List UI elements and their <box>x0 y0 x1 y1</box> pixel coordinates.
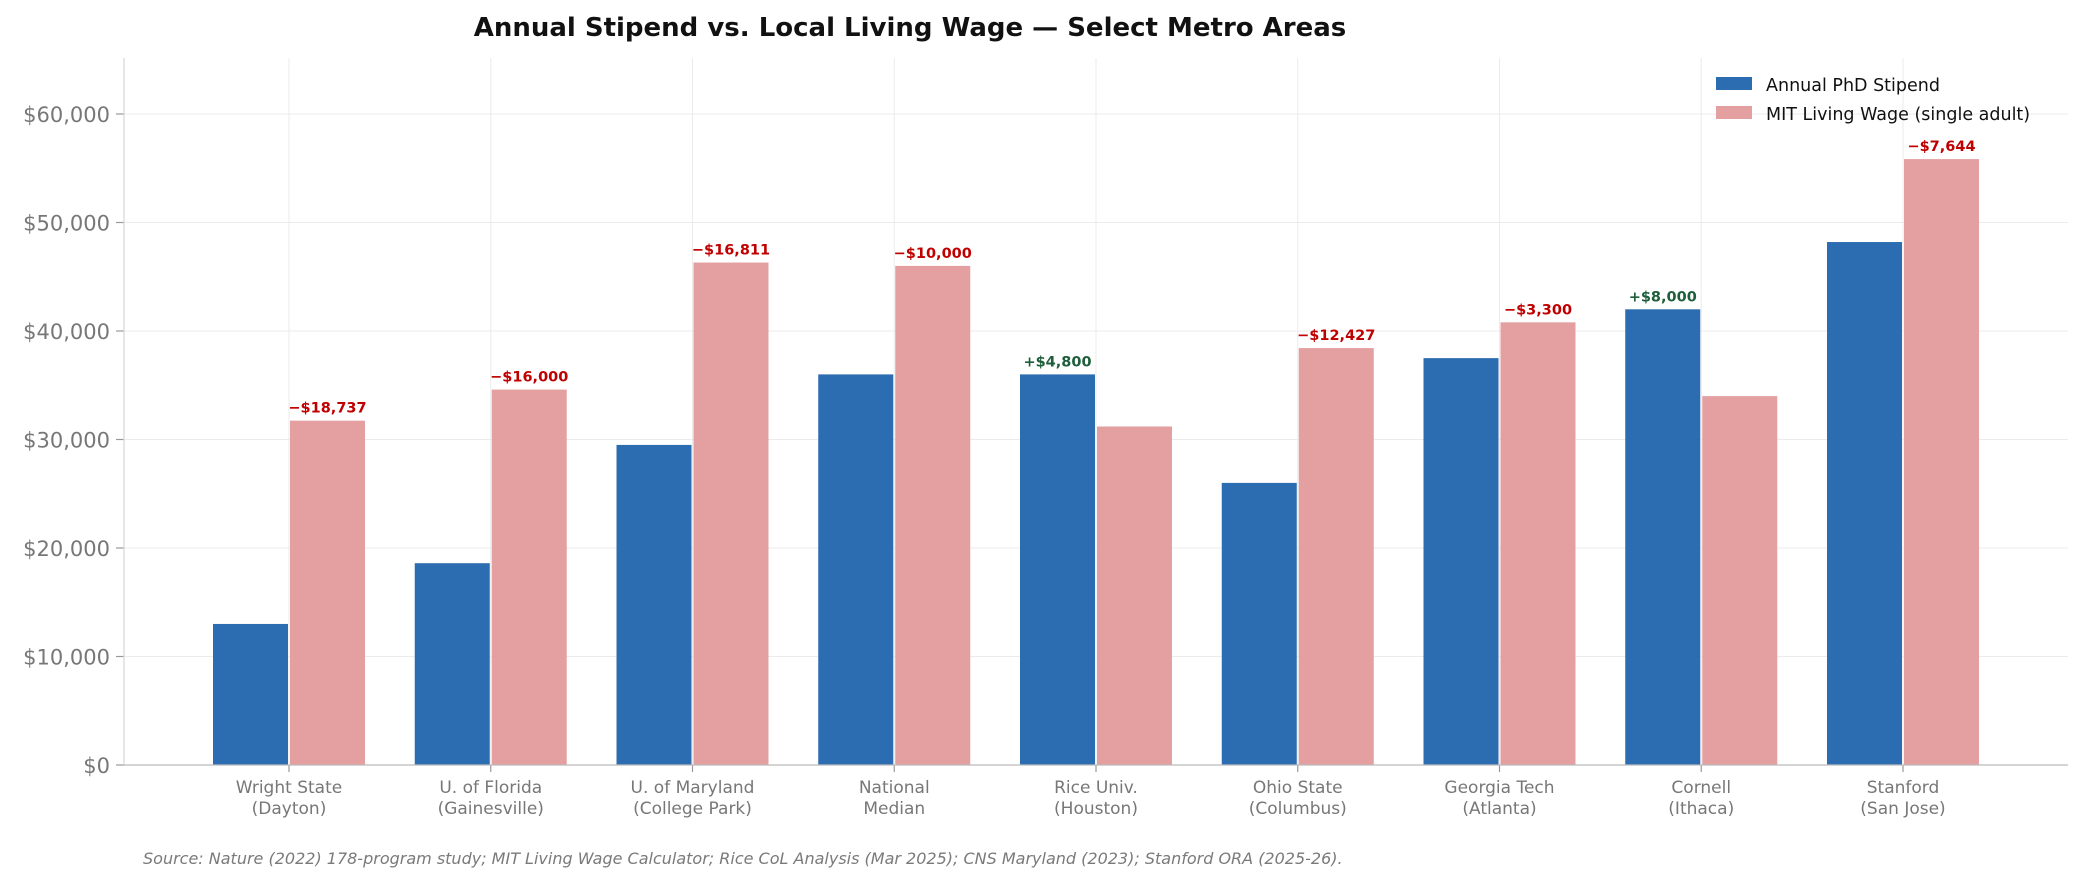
bar-living-wage <box>1097 426 1172 765</box>
gap-label: −$12,427 <box>1297 328 1375 344</box>
legend-label-living-wage: MIT Living Wage (single adult) <box>1766 105 2030 125</box>
x-axis: Wright State (Dayton) U. of Florida (Gaines… <box>123 58 2068 819</box>
gap-label: +$8,000 <box>1629 289 1697 305</box>
bar-living-wage <box>895 265 971 765</box>
bar-stipend <box>1020 374 1095 765</box>
x-tick-label: Wright State (Dayton) <box>236 778 342 819</box>
bar-stipend <box>414 563 490 765</box>
chart-title: Annual Stipend vs. Local Living Wage — S… <box>474 13 1347 43</box>
y-tick-label: $60,000 <box>23 103 110 127</box>
gap-label: −$10,000 <box>894 246 972 262</box>
bar-living-wage <box>1702 396 1778 765</box>
gap-label: −$18,737 <box>288 401 366 417</box>
gridlines <box>124 58 2068 765</box>
source-note: Source: Nature (2022) 178-program study;… <box>143 849 1343 868</box>
x-tick-label: Cornell (Ithaca) <box>1668 778 1734 819</box>
gap-label: +$4,800 <box>1023 354 1091 370</box>
y-tick-label: $50,000 <box>23 212 110 236</box>
gap-label: −$16,811 <box>692 243 770 259</box>
bar-living-wage <box>290 420 365 765</box>
legend-swatch-living-wage <box>1716 106 1752 119</box>
bar-living-wage <box>1500 322 1576 765</box>
bar-living-wage <box>693 262 769 765</box>
bar-stipend <box>1423 358 1499 765</box>
bar-stipend <box>616 444 692 765</box>
bar-stipend <box>213 623 288 765</box>
y-tick-label: $10,000 <box>23 646 110 670</box>
bar-stipend <box>1827 242 1902 765</box>
bar-stipend <box>1625 309 1701 765</box>
x-tick-label: Rice Univ. (Houston) <box>1054 778 1138 819</box>
y-tick-label: $30,000 <box>23 429 110 453</box>
bars <box>213 159 1979 766</box>
y-tick-label: $40,000 <box>23 320 110 344</box>
x-tick-label: Ohio State (Columbus) <box>1249 778 1347 819</box>
y-tick-label: $0 <box>83 754 110 778</box>
x-tick-label: National Median <box>859 778 930 819</box>
legend-swatch-stipend <box>1716 77 1752 90</box>
x-tick-label: U. of Florida (Gainesville) <box>438 778 544 819</box>
bar-stipend <box>1221 482 1297 765</box>
gap-labels: −$18,737 −$16,000 −$16,811 −$10,000 +$4,800 −… <box>288 139 1975 417</box>
bar-living-wage <box>1904 159 1979 766</box>
x-tick-label: Stanford (San Jose) <box>1860 778 1945 819</box>
y-tick-label: $20,000 <box>23 537 110 561</box>
bar-living-wage <box>1298 348 1374 765</box>
legend-label-stipend: Annual PhD Stipend <box>1766 76 1940 96</box>
bar-living-wage <box>491 389 567 765</box>
gap-label: −$3,300 <box>1504 302 1572 318</box>
legend: Annual PhD Stipend MIT Living Wage (sing… <box>1716 76 2030 125</box>
gap-label: −$7,644 <box>1907 139 1975 155</box>
bar-stipend <box>818 374 894 765</box>
x-tick-label: U. of Maryland (College Park) <box>631 778 755 819</box>
gap-label: −$16,000 <box>490 370 568 386</box>
x-tick-label: Georgia Tech (Atlanta) <box>1444 778 1554 819</box>
y-axis: $0 $10,000 $20,000 $30,000 $40,000 $50,000 $60… <box>23 103 124 778</box>
